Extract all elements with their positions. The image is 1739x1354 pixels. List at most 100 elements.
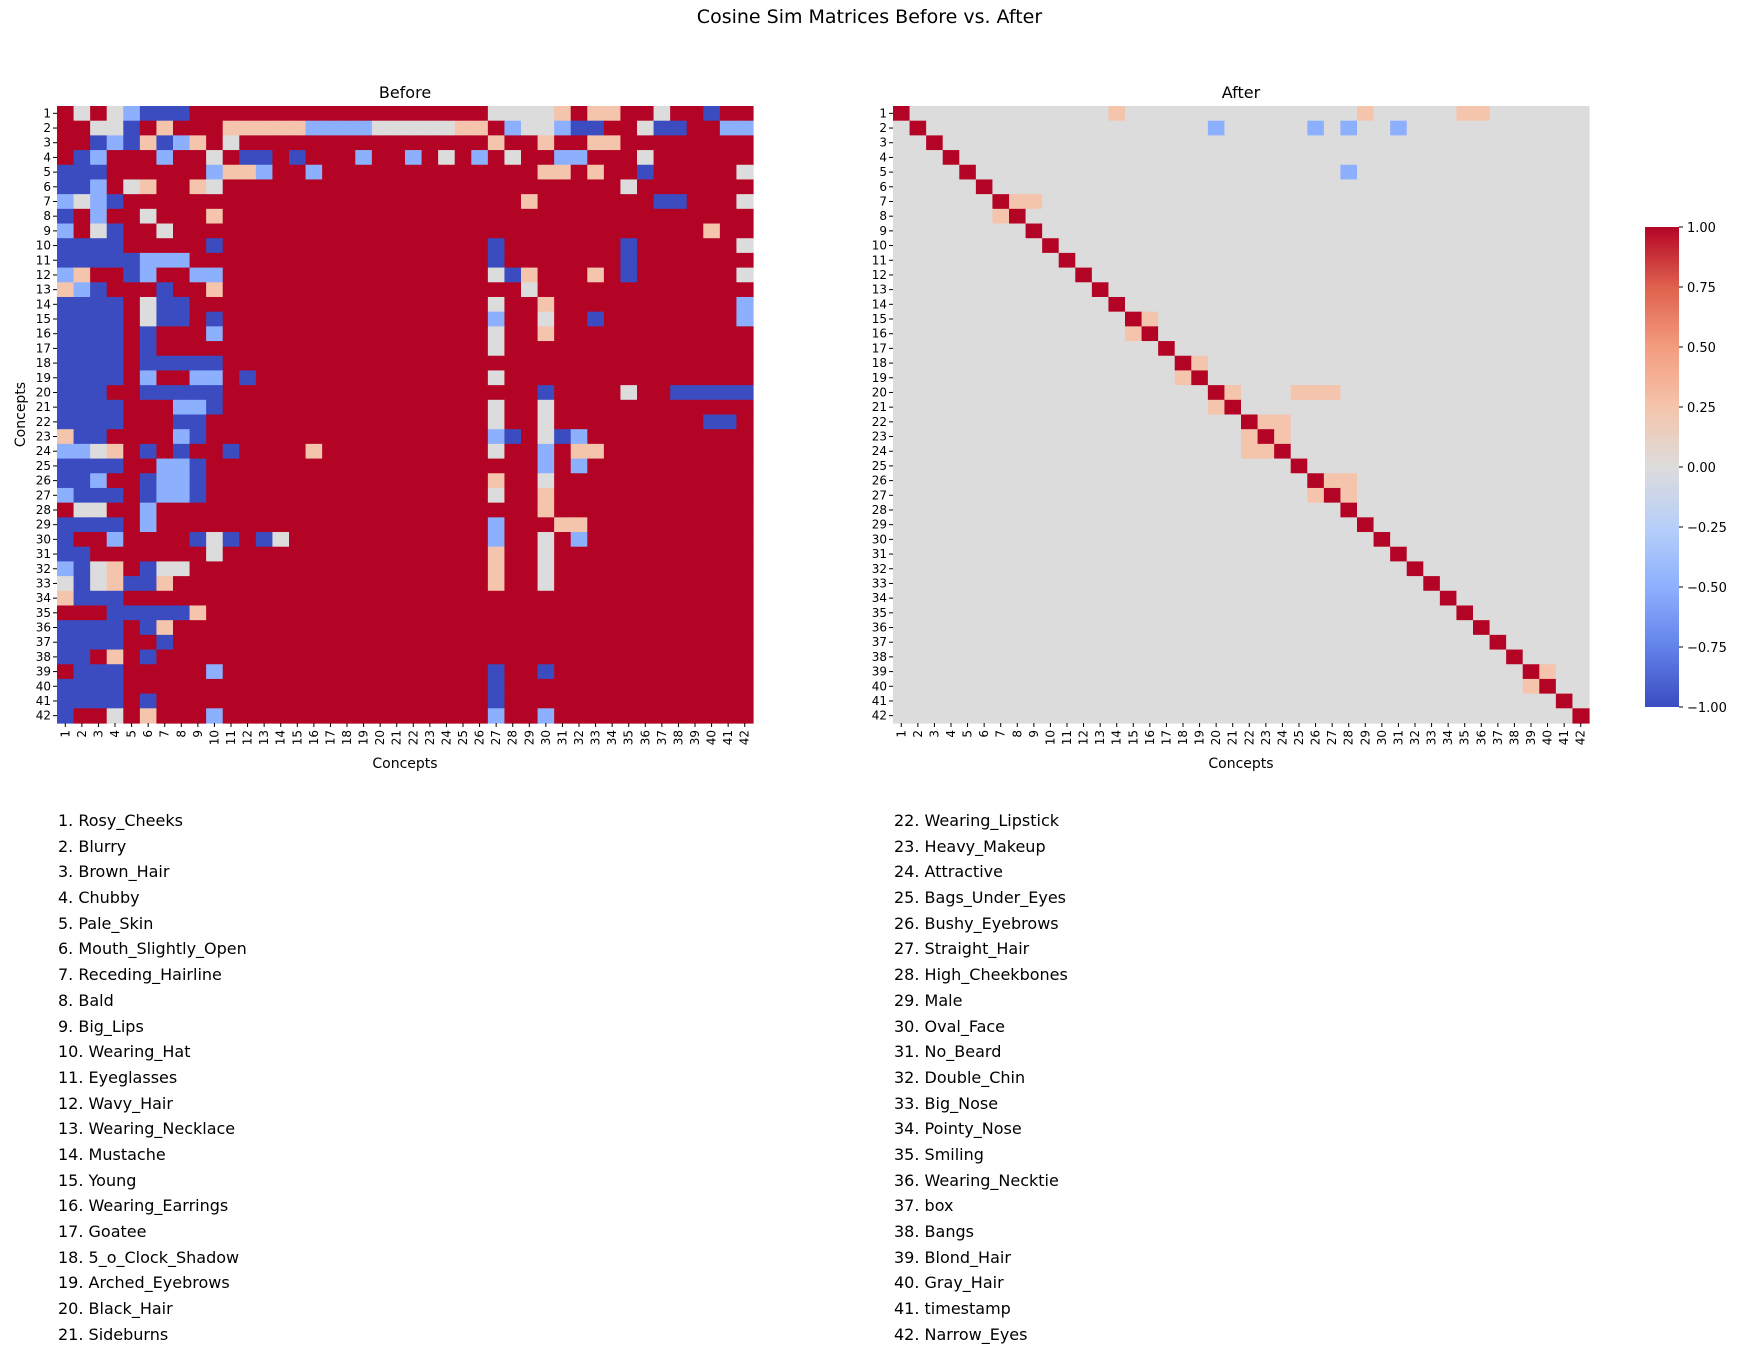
after-cell-21-5 <box>959 399 977 416</box>
before-cell-15-37 <box>653 311 671 327</box>
after-cell-28-7 <box>992 502 1010 518</box>
after-cell-40-39 <box>1522 678 1540 695</box>
after-cell-15-6 <box>975 311 994 327</box>
before-cell-24-20 <box>371 443 390 460</box>
before-cell-22-39 <box>686 414 704 430</box>
before-cell-29-2 <box>73 517 91 533</box>
after-cell-37-30 <box>1373 634 1391 651</box>
after-cell-10-36 <box>1473 238 1491 254</box>
after-cell-41-41 <box>1555 693 1574 709</box>
after-cell-15-7 <box>992 311 1010 327</box>
after-cell-36-17 <box>1158 620 1176 636</box>
before-ytick-label: 25 <box>36 459 51 473</box>
before-cell-38-39 <box>686 649 704 665</box>
after-cell-31-15 <box>1125 546 1143 562</box>
after-cell-15-34 <box>1439 311 1458 327</box>
after-cell-2-12 <box>1075 120 1093 136</box>
before-cell-40-10 <box>206 678 224 695</box>
after-cell-29-38 <box>1506 517 1524 533</box>
before-cell-5-26 <box>471 164 489 181</box>
after-cell-42-21 <box>1224 708 1242 724</box>
before-cell-32-10 <box>206 561 224 577</box>
after-cell-11-24 <box>1274 252 1292 269</box>
after-cell-14-10 <box>1042 296 1060 313</box>
before-cell-23-35 <box>620 429 638 445</box>
after-cell-22-20 <box>1207 414 1226 430</box>
before-cell-37-27 <box>487 634 506 651</box>
before-cell-9-28 <box>504 223 522 239</box>
before-cell-18-5 <box>123 355 141 372</box>
after-cell-12-32 <box>1406 267 1424 283</box>
after-cell-29-40 <box>1539 517 1557 533</box>
before-cell-39-5 <box>123 664 141 680</box>
before-cell-38-8 <box>173 649 191 665</box>
after-cell-26-41 <box>1555 473 1574 489</box>
after-cell-11-40 <box>1539 252 1557 269</box>
after-cell-16-8 <box>1009 326 1027 342</box>
after-cell-22-26 <box>1307 414 1325 430</box>
after-cell-12-14 <box>1108 267 1126 283</box>
after-cell-20-14 <box>1108 385 1126 401</box>
before-cell-18-33 <box>587 355 605 372</box>
after-cell-26-39 <box>1522 473 1540 489</box>
after-cell-6-16 <box>1141 179 1159 195</box>
after-cell-24-19 <box>1191 443 1209 460</box>
after-cell-39-24 <box>1274 664 1292 680</box>
before-cell-18-4 <box>106 355 124 372</box>
after-xtick-label: 16 <box>1143 730 1157 745</box>
before-cell-23-8 <box>173 429 191 445</box>
after-cell-29-12 <box>1075 517 1093 533</box>
before-cell-26-36 <box>637 473 655 489</box>
after-cell-9-28 <box>1340 223 1358 239</box>
before-cell-5-5 <box>123 164 141 181</box>
before-cell-7-1 <box>57 194 75 210</box>
after-cell-9-41 <box>1555 223 1574 239</box>
before-cell-30-9 <box>189 532 207 548</box>
before-cell-29-33 <box>587 517 605 533</box>
after-cell-32-21 <box>1224 561 1242 577</box>
before-cell-23-7 <box>156 429 174 445</box>
before-cell-14-19 <box>355 296 373 313</box>
before-ytick-label: 42 <box>36 709 51 723</box>
before-cell-34-37 <box>653 590 671 607</box>
before-cell-34-17 <box>322 590 340 607</box>
legend-item-21: 21. Sideburns <box>58 1324 169 1344</box>
before-cell-36-24 <box>438 620 456 636</box>
before-cell-37-37 <box>653 634 671 651</box>
before-cell-9-1 <box>57 223 75 239</box>
after-cell-12-23 <box>1257 267 1275 283</box>
before-cell-10-32 <box>570 238 588 254</box>
before-cell-37-1 <box>57 634 75 651</box>
before-cell-21-40 <box>703 399 721 416</box>
before-cell-13-38 <box>670 282 688 298</box>
before-cell-26-25 <box>454 473 472 489</box>
after-cell-26-4 <box>942 473 960 489</box>
after-cell-36-32 <box>1406 620 1424 636</box>
after-cell-9-39 <box>1522 223 1540 239</box>
before-cell-17-34 <box>603 341 622 357</box>
before-cell-5-34 <box>603 164 622 181</box>
before-cell-17-35 <box>620 341 638 357</box>
after-cell-41-11 <box>1058 693 1076 709</box>
before-cell-12-2 <box>73 267 91 283</box>
after-cell-38-11 <box>1058 649 1076 665</box>
before-cell-34-27 <box>487 590 506 607</box>
before-cell-11-37 <box>653 252 671 269</box>
after-cell-37-27 <box>1323 634 1342 651</box>
before-cell-11-39 <box>686 252 704 269</box>
before-xtick-label: 36 <box>638 730 652 745</box>
before-cell-38-12 <box>239 649 257 665</box>
before-cell-34-25 <box>454 590 472 607</box>
before-cell-14-20 <box>371 296 390 313</box>
before-cell-22-24 <box>438 414 456 430</box>
after-cell-37-36 <box>1473 634 1491 651</box>
after-cell-2-8 <box>1009 120 1027 136</box>
before-cell-33-28 <box>504 576 522 592</box>
after-cell-6-4 <box>942 179 960 195</box>
after-cell-39-39 <box>1522 664 1540 680</box>
before-cell-9-8 <box>173 223 191 239</box>
before-cell-16-23 <box>421 326 439 342</box>
before-cell-34-2 <box>73 590 91 607</box>
before-cell-1-10 <box>206 106 224 122</box>
before-cell-15-36 <box>637 311 655 327</box>
